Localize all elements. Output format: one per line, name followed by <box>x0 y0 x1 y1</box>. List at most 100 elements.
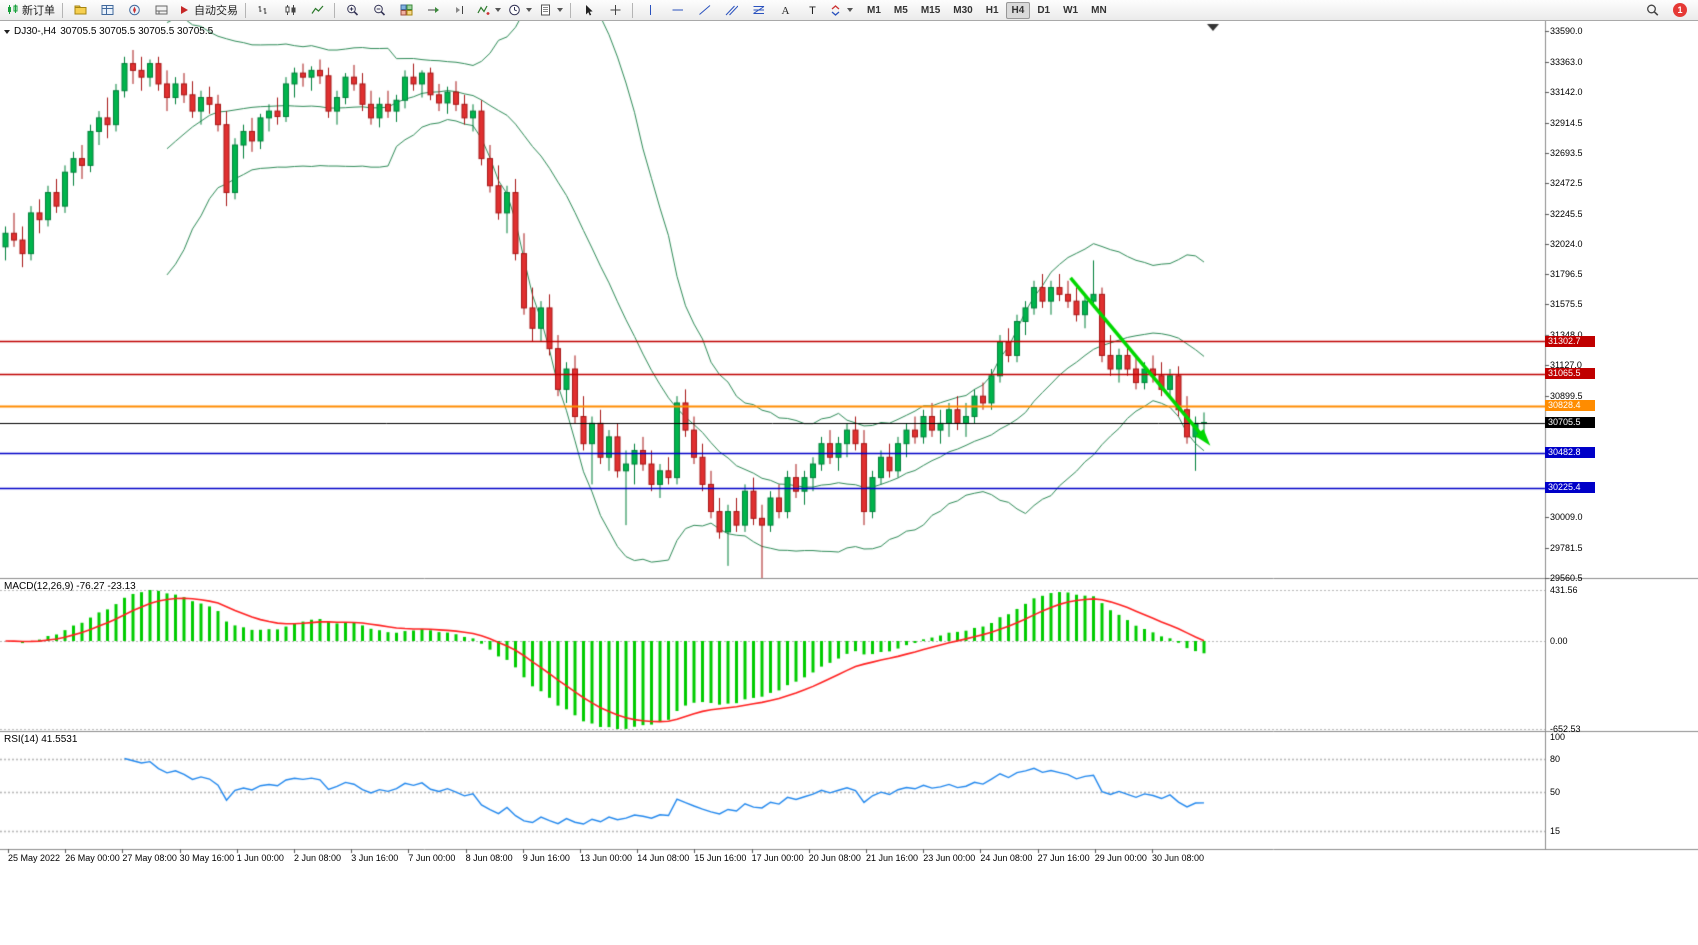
auto-trading-button-label: 自动交易 <box>194 5 238 17</box>
trend-icon <box>698 5 710 15</box>
pivot-price-tag: 30828.4 <box>1545 400 1595 412</box>
timeframe-m30[interactable]: M30 <box>953 4 973 16</box>
date-axis-label: 29 Jun 00:00 <box>1094 853 1147 863</box>
chart-title: DJ30-,H4 30705.5 30705.5 30705.5 30705.5 <box>4 26 213 37</box>
navigator-icon <box>128 4 140 16</box>
timeframe-h1[interactable]: H1 <box>985 4 999 16</box>
timeframe-m15[interactable]: M15 <box>920 4 941 16</box>
channel-icon <box>725 5 738 16</box>
template-icon <box>541 4 550 16</box>
date-axis-label: 30 Jun 08:00 <box>1152 853 1205 863</box>
tile-windows-button[interactable] <box>393 0 419 20</box>
navigator-button[interactable] <box>121 0 147 20</box>
price-tick-label: 33590.0 <box>1550 26 1583 36</box>
toolbar-separator <box>334 2 335 18</box>
svg-text:A: A <box>781 5 789 16</box>
text-icon: A <box>781 5 789 16</box>
barchart-icon <box>258 6 266 14</box>
search-icon <box>1646 4 1658 16</box>
new-order-button-label: 新订单 <box>22 5 55 17</box>
timeframe-m5[interactable]: M5 <box>893 4 908 16</box>
crosshair-button[interactable] <box>602 0 628 20</box>
equidistant-channel-button[interactable] <box>718 0 744 20</box>
terminal-button[interactable] <box>148 0 174 20</box>
trendline-button[interactable] <box>691 0 717 20</box>
price-tick-label: 31127.0 <box>1550 360 1582 371</box>
timeframe-d1[interactable]: D1 <box>1037 4 1051 16</box>
profiles-button[interactable] <box>67 0 93 20</box>
chart-shift-button[interactable] <box>447 0 473 20</box>
price-tick-label: 31575.5 <box>1550 299 1583 310</box>
text-label-button[interactable]: T <box>799 0 825 20</box>
price-tick-label: 31348.0 <box>1550 330 1583 340</box>
line-chart-button[interactable] <box>304 0 330 20</box>
indicators-button[interactable] <box>474 0 504 20</box>
macd-indicator-label: MACD(12,26,9) -76.27 -23.13 <box>4 581 136 592</box>
cursor-icon <box>585 5 593 16</box>
macd-axis-label: 0.00 <box>1550 636 1568 646</box>
zoom-out-button[interactable] <box>366 0 392 20</box>
main-toolbar: 新订单 自动交易 A T M1 M5 M15 M30 H1 H4 D1 W1 MN 1 <box>0 0 1698 21</box>
periods-button[interactable] <box>505 0 535 20</box>
order-candles-icon <box>8 4 18 14</box>
rsi-axis-label: 50 <box>1550 787 1561 797</box>
price-tick-label: 29560.5 <box>1550 573 1583 583</box>
timeframe-mn[interactable]: MN <box>1091 4 1107 16</box>
price-tick-label: 32472.5 <box>1550 177 1583 188</box>
profile-icon <box>74 5 86 15</box>
fibonacci-button[interactable] <box>745 0 771 20</box>
date-axis-label: 8 Jun 08:00 <box>465 853 513 863</box>
chart-panel[interactable]: DJ30-,H4 30705.5 30705.5 30705.5 30705.5… <box>0 21 1698 945</box>
arrows-button[interactable] <box>826 0 856 20</box>
cursor-button[interactable] <box>575 0 601 20</box>
shift-icon <box>455 6 463 14</box>
date-axis-label: 26 May 00:00 <box>65 853 120 863</box>
zoom-in-button[interactable] <box>339 0 365 20</box>
rsi-indicator-label: RSI(14) 41.5531 <box>4 734 78 745</box>
search-button[interactable] <box>1639 0 1665 20</box>
text-button[interactable]: A <box>772 0 798 20</box>
chevron-down-icon <box>847 8 853 12</box>
indicators-icon <box>477 5 490 15</box>
timeframe-m1[interactable]: M1 <box>867 4 881 16</box>
date-axis-label: 17 Jun 00:00 <box>751 853 804 863</box>
price-tick-label: 29781.5 <box>1550 542 1583 553</box>
horizontal-line-button[interactable] <box>664 0 690 20</box>
auto-scroll-button[interactable] <box>420 0 446 20</box>
market-watch-button[interactable] <box>94 0 120 20</box>
timeframe-h4[interactable]: H4 <box>1005 1 1031 19</box>
date-axis-label: 1 Jun 00:00 <box>236 853 284 863</box>
date-axis-label: 21 Jun 16:00 <box>866 853 919 863</box>
vertical-line-button[interactable] <box>637 0 663 20</box>
toolbar-right: 1 <box>1639 0 1695 20</box>
vline-icon <box>649 5 651 15</box>
notification-badge[interactable]: 1 <box>1673 3 1687 17</box>
price-tick-label: 33142.0 <box>1550 86 1583 97</box>
date-axis-label: 13 Jun 00:00 <box>580 853 633 863</box>
templates-button[interactable] <box>536 0 566 20</box>
candlestick-chart-button[interactable] <box>277 0 303 20</box>
price-chart-canvas[interactable] <box>0 21 1698 945</box>
date-axis-label: 23 Jun 00:00 <box>923 853 976 863</box>
auto-trading-button[interactable]: 自动交易 <box>175 0 241 20</box>
bar-chart-button[interactable] <box>250 0 276 20</box>
linechart-icon <box>311 5 323 14</box>
price-tick-label: 32914.5 <box>1550 117 1583 128</box>
new-order-button[interactable]: 新订单 <box>3 0 58 20</box>
price-tick-label: 33363.0 <box>1550 56 1583 67</box>
support-price-tag: 30225.4 <box>1545 482 1595 494</box>
timeframe-w1[interactable]: W1 <box>1063 4 1079 16</box>
date-axis-label: 27 May 08:00 <box>122 853 177 863</box>
chart-ohlc: 30705.5 30705.5 30705.5 30705.5 <box>60 26 214 37</box>
tile-icon <box>400 4 412 16</box>
zoomin-icon <box>346 4 358 16</box>
support-price-tag: 30482.8 <box>1545 447 1595 459</box>
date-axis-label: 27 Jun 16:00 <box>1037 853 1090 863</box>
arrowsel-icon <box>831 5 840 16</box>
resistance-price-tag: 31302.7 <box>1545 335 1595 347</box>
price-tick-label: 31796.5 <box>1550 269 1583 280</box>
symbol-dropdown-icon[interactable] <box>4 29 10 34</box>
zoomout-icon <box>373 4 385 16</box>
date-axis-label: 7 Jun 00:00 <box>408 853 456 863</box>
